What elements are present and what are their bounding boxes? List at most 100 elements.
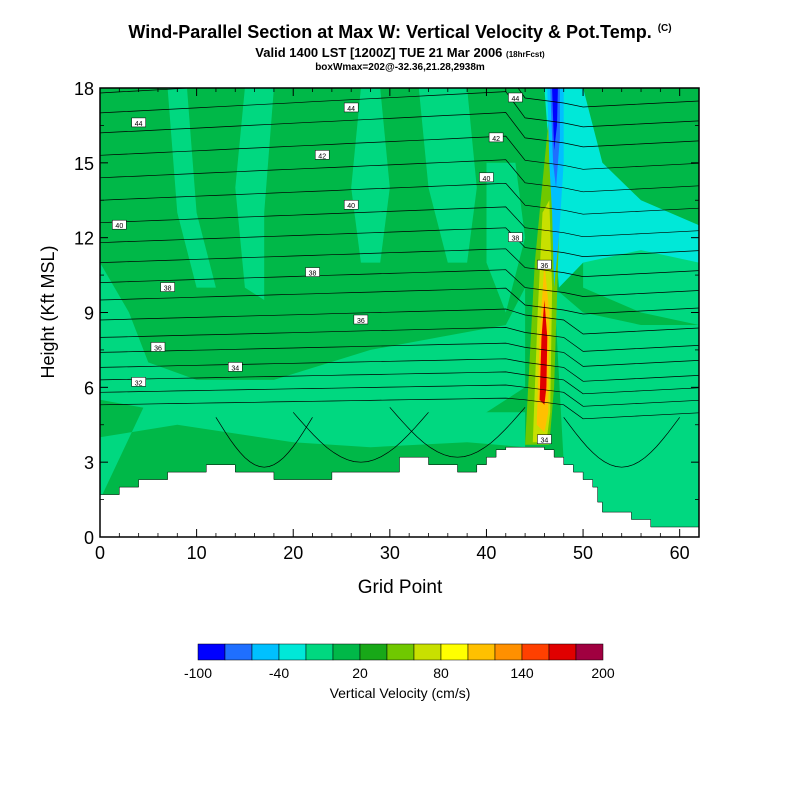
- isotherm-line: [100, 358, 699, 382]
- field-strip-5: [486, 162, 526, 313]
- isotherm-label: 38: [305, 267, 320, 278]
- isotherm-line: [100, 327, 699, 352]
- isotherm-label: 40: [479, 172, 494, 183]
- isotherm-line: [100, 227, 699, 257]
- isotherm-label-text: 36: [357, 318, 365, 325]
- isotherm-label-text: 42: [492, 136, 500, 143]
- colorbar-swatch: [548, 643, 577, 661]
- colorbar-tick-label: -100: [184, 665, 212, 681]
- isotherm-label: 40: [112, 219, 127, 230]
- isotherm-label: 42: [314, 150, 330, 160]
- y-tick-label: 15: [74, 154, 94, 174]
- isotherm-label-text: 34: [541, 438, 549, 445]
- colorbar-swatch: [386, 643, 415, 661]
- isotherm-label-text: 44: [135, 121, 143, 128]
- isotherm-line: [100, 287, 699, 315]
- isotherm-line: [100, 88, 699, 108]
- isotherm-line: [100, 269, 699, 297]
- colorbar-swatch: [332, 643, 361, 661]
- field-cyan-right: [544, 88, 699, 288]
- isotherm-line: [100, 91, 699, 128]
- isotherm-label: 40: [343, 199, 359, 210]
- isotherm-label-text: 38: [164, 286, 172, 293]
- colorbar-swatch: [521, 643, 550, 661]
- chart-subtitle: Valid 1400 LST [1200Z] TUE 21 Mar 2006 (…: [255, 45, 545, 60]
- colorbar-swatch: [359, 643, 388, 661]
- isotherm-label-text: 36: [154, 345, 162, 352]
- y-tick-label: 18: [74, 79, 94, 99]
- isotherm-label: 44: [131, 117, 146, 128]
- colorbar-tick-label: -40: [269, 665, 289, 681]
- colorbar-swatch: [494, 643, 523, 661]
- field-band-left: [100, 262, 526, 438]
- colorbar-tick-label: 20: [352, 665, 368, 681]
- isotherm-label: 38: [508, 232, 523, 243]
- y-tick-label: 12: [74, 229, 94, 249]
- isotherm-line: [100, 397, 699, 420]
- field-strip-1: [167, 88, 216, 288]
- field-strip-4: [418, 88, 477, 263]
- isotherm-label: 32: [131, 377, 146, 387]
- isotherm-label: 44: [343, 102, 359, 113]
- isotherm-label-text: 38: [309, 271, 317, 278]
- isotherm-line: [215, 417, 313, 468]
- isotherm-line: [100, 112, 699, 148]
- colorbar-swatch: [305, 643, 334, 661]
- field-jet-red: [539, 300, 548, 405]
- colorbar-swatch: [251, 643, 280, 661]
- isotherm-line: [563, 417, 680, 468]
- isotherm-labels: 44 44 44 42 42 40 40 40 38 38 38 36 36 36 34 34 32: [112, 92, 552, 445]
- isotherm-label: 42: [488, 132, 504, 143]
- isotherm-label: 36: [353, 314, 369, 325]
- isotherm-label-text: 40: [115, 223, 123, 230]
- isotherm-line: [389, 407, 526, 458]
- colorbar-tick-label: 140: [510, 665, 534, 681]
- chart-subtitle-box: boxWmax=202@-32.36,21.28,2938m: [315, 62, 485, 73]
- colorbar-swatch: [467, 643, 496, 661]
- y-tick-label: 9: [84, 304, 94, 324]
- isotherm-line: [100, 206, 699, 238]
- field-green-patch: [631, 112, 661, 176]
- colorbar-tick-label: 200: [591, 665, 615, 681]
- isotherm-line: [100, 308, 699, 335]
- x-tick-label: 50: [573, 543, 593, 563]
- colorbar-swatch: [440, 643, 469, 661]
- colorbar-tick-label: 80: [433, 665, 449, 681]
- isotherm-label-text: 34: [231, 365, 239, 372]
- x-tick-label: 10: [187, 543, 207, 563]
- x-tick-label: 40: [476, 543, 496, 563]
- terrain: [100, 446, 699, 537]
- colorbar-swatch: [278, 643, 307, 661]
- isotherm-line: [100, 182, 699, 215]
- x-tick-label: 60: [670, 543, 690, 563]
- isotherm-label-text: 40: [483, 176, 491, 183]
- y-tick-label: 3: [84, 453, 94, 473]
- chart-title: Wind-Parallel Section at Max W: Vertical…: [128, 22, 672, 42]
- isotherm-label: 36: [150, 342, 166, 352]
- isotherm-contours: [100, 88, 699, 468]
- x-tick-label: 20: [283, 543, 303, 563]
- isotherm-label-text: 38: [512, 236, 520, 243]
- colorbar-swatch: [224, 643, 253, 661]
- isotherm-line: [100, 159, 699, 193]
- isotherm-label-text: 36: [541, 263, 549, 270]
- isotherm-label-text: 44: [347, 106, 355, 113]
- isotherm-line: [100, 135, 699, 170]
- colorbar-label: Vertical Velocity (cm/s): [330, 685, 471, 701]
- x-axis-label: Grid Point: [358, 577, 443, 598]
- isotherm-label: 38: [160, 282, 175, 293]
- isotherm-label: 36: [537, 259, 552, 270]
- isotherm-label-text: 32: [135, 380, 143, 387]
- field-down-core: [552, 88, 558, 151]
- x-tick-label: 30: [380, 543, 400, 563]
- isotherm-label: 44: [508, 92, 523, 103]
- colorbar: -100 -40 20 80 140 200: [184, 643, 615, 681]
- plot-area: [100, 88, 699, 537]
- isotherm-label-text: 42: [318, 153, 326, 160]
- isotherm-line: [292, 412, 429, 463]
- field-strip-3: [351, 88, 390, 263]
- isotherm-label-text: 40: [347, 203, 355, 210]
- isotherm-line: [100, 371, 699, 395]
